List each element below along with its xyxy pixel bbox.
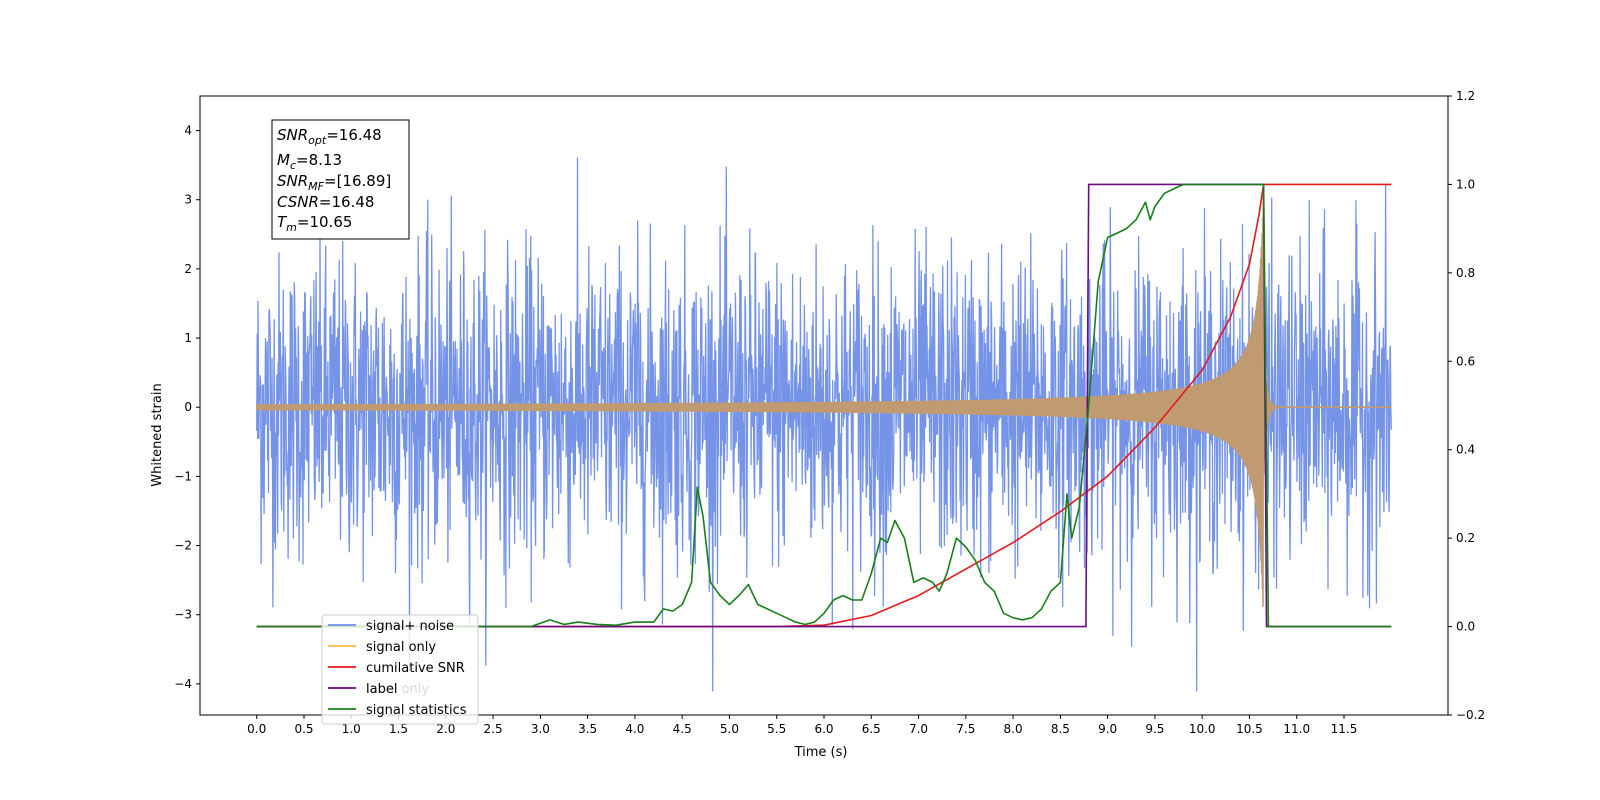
y-tick-label: −4 — [174, 677, 192, 691]
legend-label: signal statistics — [366, 703, 467, 718]
y-axis-left: −4 −3 −2 −1 0 1 2 3 4 — [174, 124, 200, 691]
x-tick-label: 9.5 — [1145, 722, 1164, 736]
y-tick-label: 1 — [184, 331, 192, 345]
x-tick-label: 3.0 — [531, 722, 550, 736]
x-tick-label: 7.0 — [909, 722, 928, 736]
annotation-line: SNRopt=16.48 — [277, 126, 382, 147]
y2-tick-label: 0.0 — [1456, 620, 1475, 634]
x-tick-label: 11.0 — [1283, 722, 1310, 736]
legend-label: cumilative SNR — [366, 661, 465, 676]
y-tick-label: −3 — [174, 608, 192, 622]
series-layer — [255, 157, 1392, 692]
legend-faint-label: label only — [366, 682, 429, 697]
x-tick-label: 1.0 — [342, 722, 361, 736]
x-tick-label: 10.0 — [1189, 722, 1216, 736]
x-tick-label: 2.0 — [436, 722, 455, 736]
y2-tick-label: 1.2 — [1456, 89, 1475, 103]
y-axis-label: Whitened strain — [150, 383, 165, 486]
y-tick-label: 4 — [184, 124, 192, 138]
annotation-line: CSNR=16.48 — [277, 193, 374, 211]
y2-tick-label: 0.2 — [1456, 531, 1475, 545]
y-tick-label: 0 — [184, 400, 192, 414]
y2-tick-label: 0.6 — [1456, 354, 1475, 368]
series-line-1 — [255, 196, 1392, 607]
x-tick-label: 9.0 — [1098, 722, 1117, 736]
legend-label: label — [366, 682, 397, 697]
x-tick-label: 4.5 — [673, 722, 692, 736]
x-tick-label: 2.5 — [484, 722, 503, 736]
x-tick-label: 4.0 — [625, 722, 644, 736]
annotation-line: Mc=8.13 — [277, 151, 342, 172]
y-axis-right: −0.2 0.0 0.2 0.4 0.6 0.8 1.0 1.2 — [1448, 89, 1485, 722]
legend-label: signal only — [366, 640, 436, 655]
y-tick-label: −2 — [174, 539, 192, 553]
legend-label: signal+ noise — [366, 619, 454, 634]
x-tick-label: 3.5 — [578, 722, 597, 736]
x-tick-label: 1.5 — [389, 722, 408, 736]
x-tick-label: 6.5 — [862, 722, 881, 736]
series-line-4 — [256, 183, 1392, 628]
series-line-0 — [256, 157, 1392, 692]
annotation-line: Tm=10.65 — [277, 213, 352, 234]
x-tick-label: 8.0 — [1004, 722, 1023, 736]
stats-annotation-box: SNRopt=16.48 Mc=8.13SNRMF=[16.89]CSNR=16.… — [271, 119, 410, 240]
x-tick-label: 0.5 — [294, 722, 313, 736]
y-tick-label: 2 — [184, 262, 192, 276]
y2-tick-label: 1.0 — [1456, 177, 1475, 191]
x-tick-label: 10.5 — [1236, 722, 1263, 736]
y-tick-label: 3 — [184, 193, 192, 207]
x-tick-label: 5.5 — [767, 722, 786, 736]
x-tick-label: 7.5 — [956, 722, 975, 736]
y2-tick-label: 0.4 — [1456, 443, 1475, 457]
x-tick-label: 5.0 — [720, 722, 739, 736]
legend: label only signal+ noise signal only cumila… — [321, 614, 479, 725]
x-axis: 0.0 0.5 1.0 1.5 2.0 2.5 3.0 3.5 4.0 4.5 5.0 5.5 6.0 6… — [247, 715, 1357, 736]
x-axis-label: Time (s) — [794, 745, 848, 760]
annotation-line: SNRMF=[16.89] — [277, 172, 391, 193]
x-tick-label: 11.5 — [1331, 722, 1358, 736]
series-line-2 — [256, 183, 1392, 628]
y-tick-label: −1 — [174, 469, 192, 483]
x-tick-label: 8.5 — [1051, 722, 1070, 736]
x-tick-label: 6.0 — [814, 722, 833, 736]
x-tick-label: 0.0 — [247, 722, 266, 736]
y2-tick-label: −0.2 — [1456, 708, 1485, 722]
y2-tick-label: 0.8 — [1456, 266, 1475, 280]
